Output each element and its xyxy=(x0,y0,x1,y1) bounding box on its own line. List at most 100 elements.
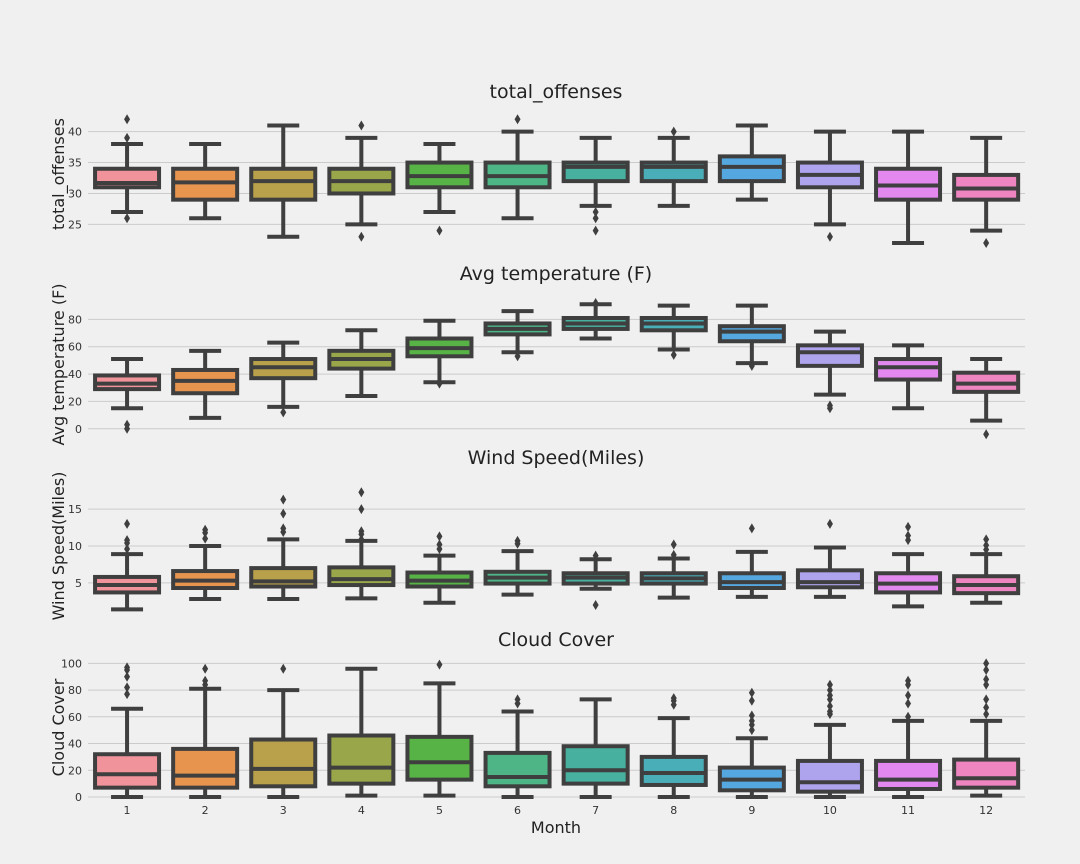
outlier-point xyxy=(826,685,833,696)
box-iqr xyxy=(874,357,943,382)
outlier-point xyxy=(592,207,599,218)
outlier-point xyxy=(905,521,912,532)
outlier-point xyxy=(280,527,287,537)
box-iqr xyxy=(405,734,474,782)
outlier-point xyxy=(905,711,912,722)
box-iqr xyxy=(639,754,708,787)
outlier-point xyxy=(905,698,912,709)
box-month-10 xyxy=(795,518,864,599)
outlier-point xyxy=(983,694,990,705)
y-tick-label: 15 xyxy=(68,503,82,516)
box-month-1 xyxy=(93,518,162,612)
x-tick-label: 3 xyxy=(280,804,287,817)
box-month-4 xyxy=(327,487,396,601)
box-month-8 xyxy=(639,303,708,360)
box-month-12 xyxy=(952,534,1021,605)
y-tick-label: 30 xyxy=(68,187,82,200)
box-month-6 xyxy=(483,535,552,597)
outlier-point xyxy=(514,351,521,362)
outlier-point xyxy=(983,679,990,690)
y-tick-label: 5 xyxy=(75,577,82,590)
outlier-point xyxy=(358,534,365,545)
outlier-point xyxy=(124,671,131,682)
outlier-point xyxy=(748,523,755,534)
outlier-point xyxy=(124,132,131,143)
outlier-point xyxy=(826,701,833,712)
x-tick-label: 6 xyxy=(514,804,521,817)
outlier-point xyxy=(983,709,990,720)
box-month-11 xyxy=(874,521,943,609)
outlier-point xyxy=(514,538,521,549)
x-tick-label: 4 xyxy=(358,804,365,817)
box-month-7 xyxy=(561,135,630,236)
box-month-5 xyxy=(405,142,474,236)
box-month-6 xyxy=(483,309,552,362)
box-iqr xyxy=(249,166,318,202)
outlier-point xyxy=(358,529,365,540)
box-iqr xyxy=(952,757,1021,790)
y-tick-label: 60 xyxy=(68,341,82,354)
x-tick-label: 5 xyxy=(436,804,443,817)
outlier-point xyxy=(280,663,287,674)
y-tick-label: 60 xyxy=(68,711,82,724)
box-month-11 xyxy=(874,675,943,799)
y-tick-label: 0 xyxy=(75,423,82,436)
y-tick-label: 25 xyxy=(68,218,82,231)
outlier-point xyxy=(983,544,990,555)
box-month-10 xyxy=(795,329,864,414)
box-month-9 xyxy=(717,523,786,599)
outlier-point xyxy=(202,679,209,690)
outlier-point xyxy=(905,535,912,546)
outlier-point xyxy=(124,423,131,434)
y-tick-label: 40 xyxy=(68,368,82,381)
y-tick-label: 40 xyxy=(68,126,82,139)
box-month-3 xyxy=(249,663,318,799)
outlier-point xyxy=(983,702,990,713)
box-month-3 xyxy=(249,340,318,418)
box-month-9 xyxy=(717,687,786,799)
outlier-point xyxy=(592,599,599,610)
box-month-2 xyxy=(171,142,240,221)
outlier-point xyxy=(826,679,833,690)
outlier-point xyxy=(983,429,990,440)
outlier-point xyxy=(436,543,443,554)
x-tick-label: 2 xyxy=(202,804,209,817)
box-iqr xyxy=(249,737,318,789)
outlier-point xyxy=(358,120,365,131)
y-tick-label: 35 xyxy=(68,157,82,170)
box-month-11 xyxy=(874,129,943,245)
outlier-point xyxy=(748,710,755,721)
x-tick-label: 10 xyxy=(823,804,837,817)
y-axis-label: Avg temperature (F) xyxy=(49,283,68,445)
outlier-point xyxy=(202,527,209,538)
box-month-10 xyxy=(795,679,864,799)
box-month-1 xyxy=(93,662,162,799)
y-tick-label: 10 xyxy=(68,540,82,553)
panel-title: total_offenses xyxy=(490,81,623,103)
x-axis-label: Month xyxy=(531,818,581,837)
x-axis: 1 2 3 4 5 6 7 8 9 10 11 12 xyxy=(124,804,994,817)
box-iqr xyxy=(795,568,864,590)
outlier-point xyxy=(124,518,131,529)
outlier-point xyxy=(202,533,209,544)
outlier-point xyxy=(202,663,209,674)
box-iqr xyxy=(717,324,786,344)
y-axis-label: Wind Speed(Miles) xyxy=(49,472,68,621)
y-axis-label: total_offenses xyxy=(49,118,69,230)
y-tick-label: 20 xyxy=(68,764,82,777)
outlier-point xyxy=(592,550,599,561)
box-iqr xyxy=(249,566,318,589)
box-iqr xyxy=(795,758,864,794)
box-month-2 xyxy=(171,663,240,799)
panel-title: Avg temperature (F) xyxy=(460,263,652,285)
outlier-point xyxy=(670,539,677,550)
box-month-5 xyxy=(405,659,474,798)
outlier-point xyxy=(436,378,443,389)
outlier-point xyxy=(124,543,131,554)
box-month-4 xyxy=(327,120,396,242)
box-month-9 xyxy=(717,303,786,371)
outlier-point xyxy=(826,709,833,720)
